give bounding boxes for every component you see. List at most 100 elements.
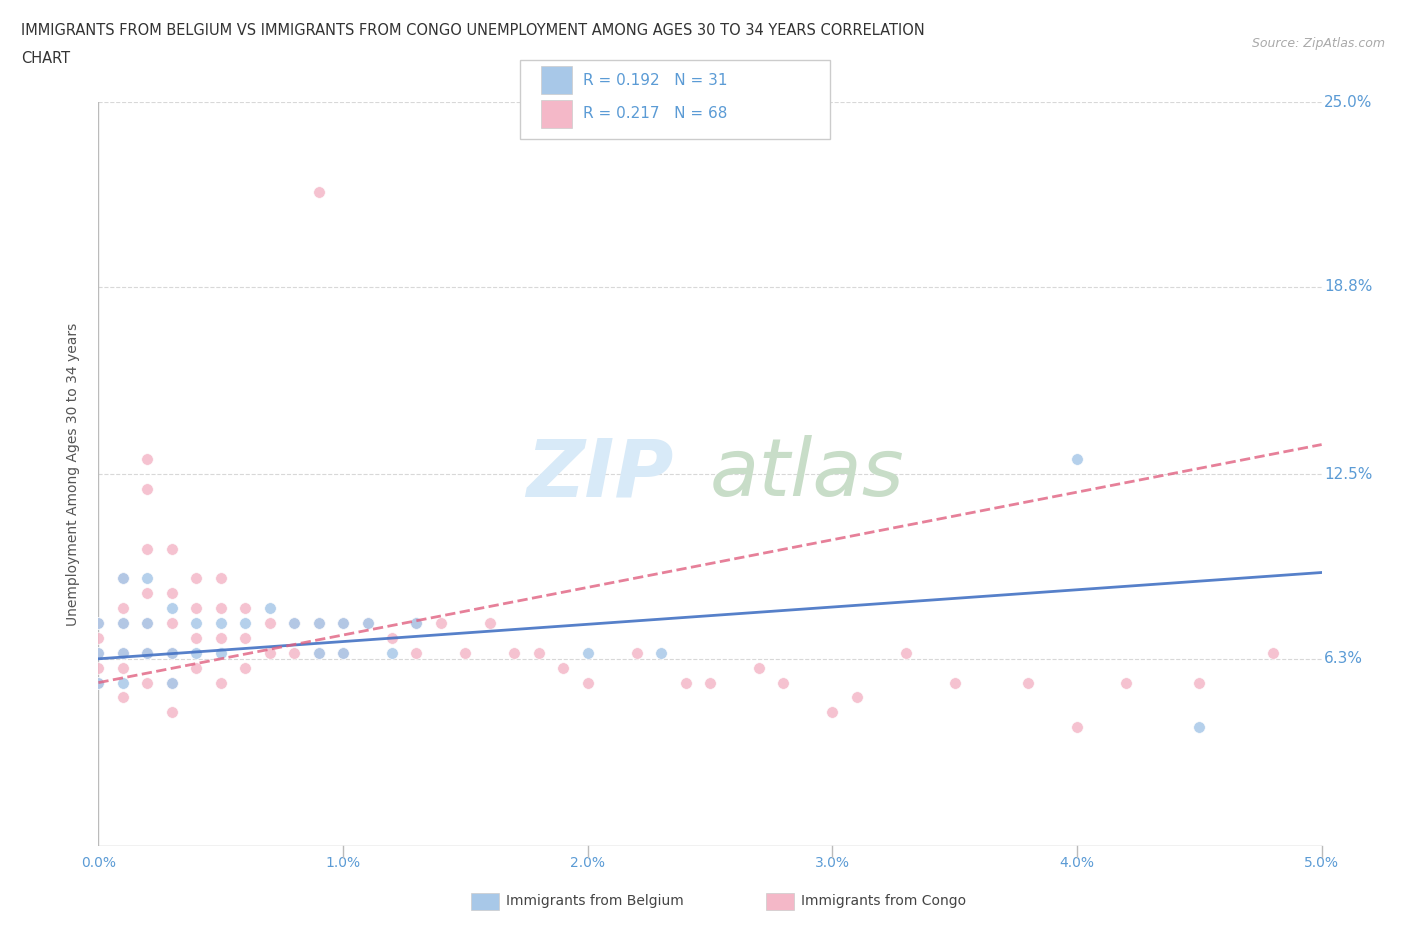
Point — [454, 645, 477, 660]
Point — [332, 616, 354, 631]
Point — [576, 645, 599, 660]
Point — [160, 675, 183, 690]
Point — [111, 601, 134, 616]
Point — [748, 660, 770, 675]
Point — [259, 601, 281, 616]
Point — [136, 645, 159, 660]
Text: Immigrants from Belgium: Immigrants from Belgium — [506, 894, 683, 909]
Point — [136, 541, 159, 556]
Point — [283, 616, 305, 631]
Point — [136, 452, 159, 467]
Point — [845, 690, 868, 705]
Text: CHART: CHART — [21, 51, 70, 66]
Point — [283, 616, 305, 631]
Point — [87, 675, 110, 690]
Point — [1261, 645, 1284, 660]
Point — [186, 645, 208, 660]
Point — [308, 616, 330, 631]
Point — [87, 616, 110, 631]
Point — [111, 645, 134, 660]
Point — [233, 660, 256, 675]
Text: 18.8%: 18.8% — [1324, 279, 1372, 294]
Point — [308, 645, 330, 660]
Point — [87, 660, 110, 675]
Point — [111, 616, 134, 631]
Point — [308, 184, 330, 199]
Point — [186, 616, 208, 631]
Point — [136, 586, 159, 601]
Point — [943, 675, 966, 690]
Point — [1066, 720, 1088, 735]
Point — [308, 645, 330, 660]
Point — [186, 631, 208, 645]
Point — [186, 601, 208, 616]
Point — [160, 616, 183, 631]
Point — [405, 645, 427, 660]
Point — [308, 616, 330, 631]
Point — [111, 571, 134, 586]
Point — [136, 571, 159, 586]
Point — [430, 616, 453, 631]
Point — [356, 616, 378, 631]
Point — [1115, 675, 1137, 690]
Point — [87, 645, 110, 660]
Point — [111, 616, 134, 631]
Point — [626, 645, 648, 660]
Point — [381, 631, 404, 645]
Point — [160, 645, 183, 660]
Point — [894, 645, 917, 660]
Point — [111, 660, 134, 675]
Y-axis label: Unemployment Among Ages 30 to 34 years: Unemployment Among Ages 30 to 34 years — [66, 323, 80, 626]
Point — [87, 616, 110, 631]
Point — [111, 571, 134, 586]
Point — [111, 675, 134, 690]
Point — [356, 616, 378, 631]
Point — [332, 645, 354, 660]
Point — [821, 705, 844, 720]
Point — [332, 616, 354, 631]
Point — [160, 586, 183, 601]
Point — [87, 631, 110, 645]
Point — [160, 705, 183, 720]
Text: Immigrants from Congo: Immigrants from Congo — [801, 894, 966, 909]
Point — [527, 645, 550, 660]
Point — [332, 645, 354, 660]
Text: R = 0.192   N = 31: R = 0.192 N = 31 — [583, 73, 728, 88]
Point — [136, 482, 159, 497]
Point — [233, 616, 256, 631]
Point — [136, 675, 159, 690]
Point — [772, 675, 794, 690]
Point — [160, 601, 183, 616]
Text: ZIP: ZIP — [526, 435, 673, 513]
Point — [503, 645, 526, 660]
Text: 6.3%: 6.3% — [1324, 651, 1362, 666]
Point — [111, 690, 134, 705]
Point — [209, 616, 232, 631]
Text: 25.0%: 25.0% — [1324, 95, 1372, 110]
Text: R = 0.217   N = 68: R = 0.217 N = 68 — [583, 106, 728, 122]
Point — [283, 645, 305, 660]
Point — [650, 645, 672, 660]
Point — [259, 645, 281, 660]
Point — [233, 631, 256, 645]
Point — [209, 631, 232, 645]
Point — [478, 616, 501, 631]
Point — [675, 675, 697, 690]
Point — [186, 571, 208, 586]
Point — [136, 616, 159, 631]
Point — [209, 645, 232, 660]
Text: IMMIGRANTS FROM BELGIUM VS IMMIGRANTS FROM CONGO UNEMPLOYMENT AMONG AGES 30 TO 3: IMMIGRANTS FROM BELGIUM VS IMMIGRANTS FR… — [21, 23, 925, 38]
Point — [160, 645, 183, 660]
Point — [87, 675, 110, 690]
Point — [381, 645, 404, 660]
Point — [87, 645, 110, 660]
Point — [405, 616, 427, 631]
Point — [259, 616, 281, 631]
Point — [209, 675, 232, 690]
Text: Source: ZipAtlas.com: Source: ZipAtlas.com — [1251, 37, 1385, 50]
Point — [209, 571, 232, 586]
Point — [136, 645, 159, 660]
Point — [136, 616, 159, 631]
Point — [209, 601, 232, 616]
Point — [111, 645, 134, 660]
